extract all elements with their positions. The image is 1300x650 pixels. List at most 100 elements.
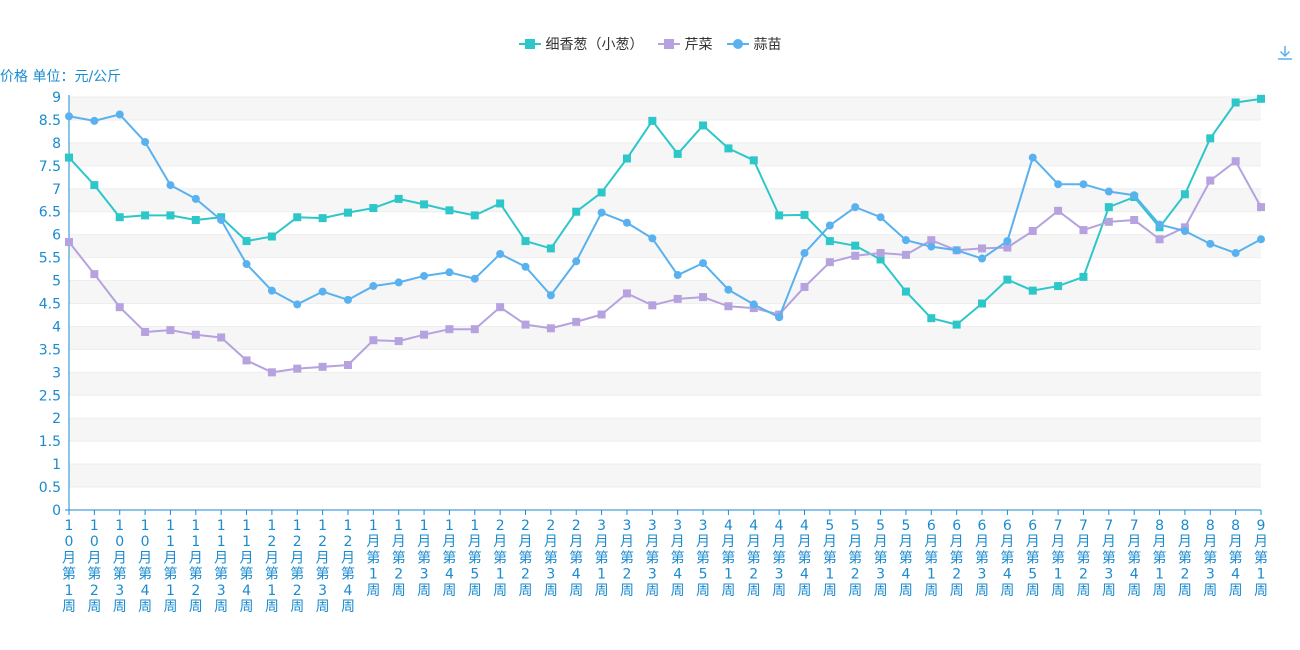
data-point[interactable] (952, 246, 961, 255)
data-point[interactable] (115, 110, 124, 119)
data-point[interactable] (597, 310, 606, 319)
data-point[interactable] (90, 270, 99, 279)
data-point[interactable] (1206, 176, 1215, 185)
data-point[interactable] (1079, 272, 1088, 281)
data-point[interactable] (546, 291, 555, 300)
data-point[interactable] (293, 300, 302, 309)
data-point[interactable] (394, 278, 403, 287)
data-point[interactable] (851, 251, 860, 260)
data-point[interactable] (1180, 226, 1189, 235)
data-point[interactable] (65, 112, 73, 121)
data-point[interactable] (318, 214, 327, 223)
data-point[interactable] (1003, 237, 1012, 246)
data-point[interactable] (141, 327, 150, 336)
data-point[interactable] (115, 303, 124, 312)
data-point[interactable] (1130, 215, 1139, 224)
data-point[interactable] (876, 213, 885, 222)
data-point[interactable] (1206, 239, 1215, 248)
data-point[interactable] (851, 203, 860, 212)
data-point[interactable] (267, 368, 276, 377)
data-point[interactable] (648, 116, 657, 125)
data-point[interactable] (293, 364, 302, 373)
data-point[interactable] (800, 282, 809, 291)
data-point[interactable] (699, 121, 708, 130)
data-point[interactable] (952, 320, 961, 329)
data-point[interactable] (470, 325, 479, 334)
data-point[interactable] (927, 236, 936, 245)
data-point[interactable] (191, 215, 200, 224)
data-point[interactable] (343, 295, 352, 304)
data-point[interactable] (1079, 226, 1088, 235)
data-point[interactable] (1231, 98, 1240, 107)
data-point[interactable] (521, 237, 530, 246)
data-point[interactable] (394, 337, 403, 346)
data-point[interactable] (851, 241, 860, 250)
data-point[interactable] (496, 249, 505, 258)
data-point[interactable] (1130, 191, 1139, 200)
data-point[interactable] (166, 211, 175, 220)
data-point[interactable] (141, 137, 150, 146)
data-point[interactable] (1028, 153, 1037, 162)
data-point[interactable] (445, 206, 454, 215)
data-point[interactable] (242, 260, 251, 269)
data-point[interactable] (1028, 226, 1037, 235)
data-point[interactable] (927, 314, 936, 323)
legend-item-garlic-sprout[interactable]: 蒜苗 (726, 34, 782, 54)
data-point[interactable] (699, 293, 708, 302)
data-point[interactable] (420, 271, 429, 280)
data-point[interactable] (749, 300, 758, 309)
data-point[interactable] (445, 325, 454, 334)
data-point[interactable] (318, 287, 327, 296)
data-point[interactable] (648, 301, 657, 310)
data-point[interactable] (470, 211, 479, 220)
data-point[interactable] (1079, 180, 1088, 189)
data-point[interactable] (622, 218, 631, 227)
data-point[interactable] (800, 249, 809, 258)
data-point[interactable] (369, 282, 378, 291)
data-point[interactable] (369, 204, 378, 213)
data-point[interactable] (1155, 220, 1164, 229)
data-point[interactable] (673, 149, 682, 158)
data-point[interactable] (318, 362, 327, 371)
data-point[interactable] (1003, 243, 1012, 252)
data-point[interactable] (876, 255, 885, 264)
data-point[interactable] (1231, 249, 1240, 258)
data-point[interactable] (217, 215, 226, 224)
data-point[interactable] (1257, 94, 1265, 103)
data-point[interactable] (1104, 187, 1113, 196)
data-point[interactable] (141, 211, 150, 220)
data-point[interactable] (622, 154, 631, 163)
data-point[interactable] (673, 294, 682, 303)
data-point[interactable] (191, 330, 200, 339)
data-point[interactable] (90, 116, 99, 125)
data-point[interactable] (1054, 282, 1063, 291)
data-point[interactable] (927, 242, 936, 251)
data-point[interactable] (724, 302, 733, 311)
legend-item-celery[interactable]: 芹菜 (657, 34, 713, 54)
data-point[interactable] (1257, 235, 1265, 244)
data-point[interactable] (978, 299, 987, 308)
data-point[interactable] (496, 199, 505, 208)
data-point[interactable] (293, 213, 302, 222)
data-point[interactable] (267, 232, 276, 241)
data-point[interactable] (901, 250, 910, 259)
data-point[interactable] (597, 188, 606, 197)
data-point[interactable] (749, 156, 758, 165)
data-point[interactable] (394, 194, 403, 203)
data-point[interactable] (1257, 203, 1265, 212)
data-point[interactable] (343, 208, 352, 217)
data-point[interactable] (775, 211, 784, 220)
data-point[interactable] (978, 244, 987, 253)
data-point[interactable] (470, 274, 479, 283)
data-point[interactable] (420, 200, 429, 209)
data-point[interactable] (699, 259, 708, 268)
data-point[interactable] (1180, 190, 1189, 199)
data-point[interactable] (420, 330, 429, 339)
data-point[interactable] (445, 268, 454, 277)
data-point[interactable] (65, 153, 73, 162)
data-point[interactable] (673, 271, 682, 280)
data-point[interactable] (724, 285, 733, 294)
data-point[interactable] (546, 244, 555, 253)
data-point[interactable] (876, 249, 885, 258)
data-point[interactable] (572, 317, 581, 326)
